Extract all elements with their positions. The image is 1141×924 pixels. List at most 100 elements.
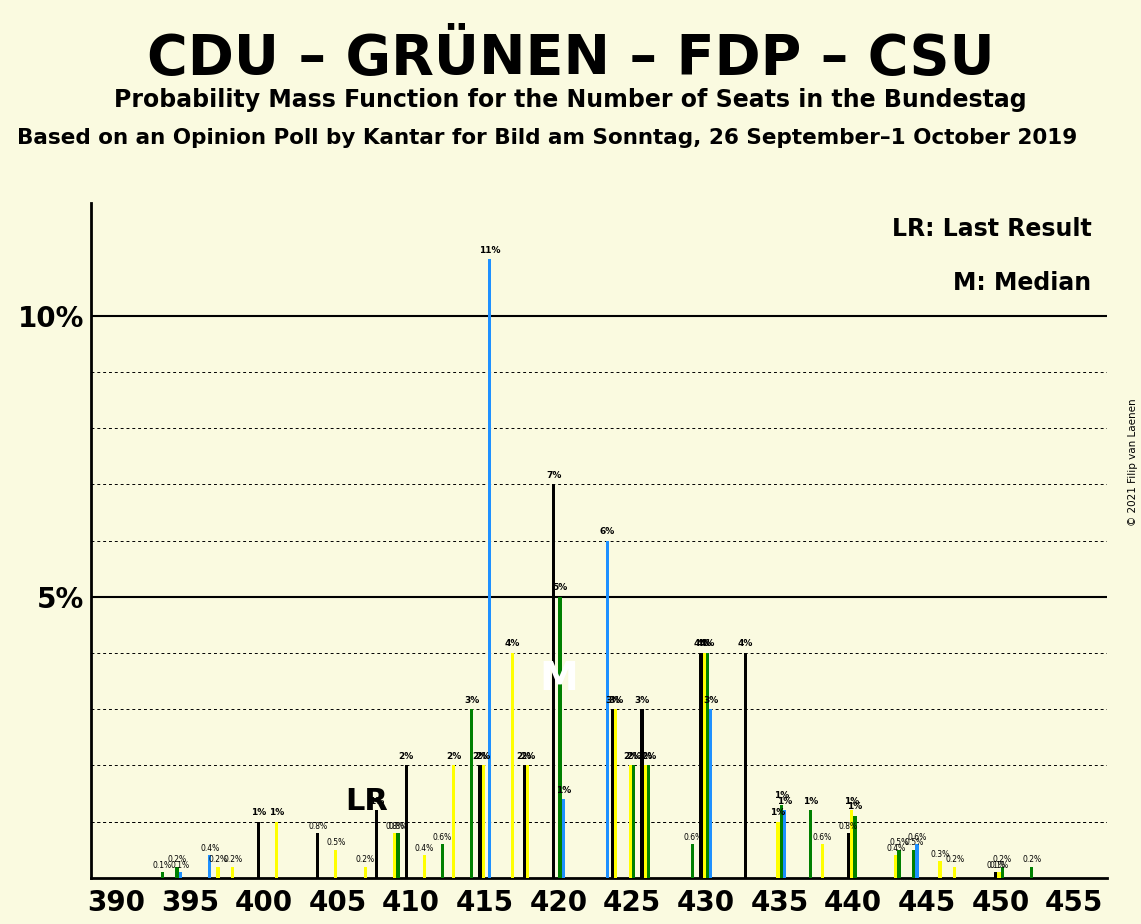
Bar xyxy=(706,653,709,878)
Text: 0.2%: 0.2% xyxy=(209,856,227,864)
Bar xyxy=(850,810,853,878)
Bar xyxy=(915,845,919,878)
Text: 1%: 1% xyxy=(848,802,863,811)
Bar xyxy=(895,856,898,878)
Text: 0.1%: 0.1% xyxy=(153,861,172,869)
Text: 0.6%: 0.6% xyxy=(907,833,926,842)
Bar xyxy=(405,765,407,878)
Bar xyxy=(178,872,181,878)
Bar xyxy=(482,765,485,878)
Bar xyxy=(452,765,455,878)
Text: 3%: 3% xyxy=(608,696,623,705)
Text: 2%: 2% xyxy=(520,752,535,760)
Bar xyxy=(779,805,783,878)
Bar xyxy=(847,833,850,878)
Text: 0.1%: 0.1% xyxy=(171,861,189,869)
Bar xyxy=(953,867,956,878)
Bar xyxy=(316,833,319,878)
Text: 1%: 1% xyxy=(269,808,284,817)
Bar xyxy=(375,810,379,878)
Text: 0.5%: 0.5% xyxy=(904,838,923,847)
Text: 1%: 1% xyxy=(770,808,785,817)
Text: 1%: 1% xyxy=(370,796,385,806)
Bar xyxy=(523,765,526,878)
Bar xyxy=(644,765,647,878)
Bar xyxy=(440,845,444,878)
Text: 2%: 2% xyxy=(517,752,532,760)
Text: 3%: 3% xyxy=(464,696,479,705)
Bar xyxy=(809,810,812,878)
Bar xyxy=(558,597,561,878)
Text: 1%: 1% xyxy=(251,808,267,817)
Text: 2%: 2% xyxy=(623,752,638,760)
Bar xyxy=(606,541,609,878)
Bar xyxy=(938,861,941,878)
Text: 0.3%: 0.3% xyxy=(930,850,949,858)
Text: 1%: 1% xyxy=(803,796,818,806)
Text: Probability Mass Function for the Number of Seats in the Bundestag: Probability Mass Function for the Number… xyxy=(114,88,1027,112)
Text: 0.4%: 0.4% xyxy=(414,844,434,853)
Text: 0.5%: 0.5% xyxy=(326,838,346,847)
Bar xyxy=(776,821,779,878)
Bar xyxy=(647,765,650,878)
Text: 3%: 3% xyxy=(605,696,621,705)
Bar xyxy=(632,765,636,878)
Text: 2%: 2% xyxy=(472,752,487,760)
Bar xyxy=(396,833,399,878)
Text: 4%: 4% xyxy=(699,639,715,649)
Text: 11%: 11% xyxy=(479,246,501,255)
Text: 2%: 2% xyxy=(638,752,653,760)
Text: 0.8%: 0.8% xyxy=(839,821,858,831)
Text: 5%: 5% xyxy=(552,583,568,592)
Text: 2%: 2% xyxy=(626,752,641,760)
Text: 1%: 1% xyxy=(556,785,570,795)
Bar xyxy=(161,872,164,878)
Text: 2%: 2% xyxy=(398,752,414,760)
Text: 0.6%: 0.6% xyxy=(683,833,703,842)
Bar xyxy=(614,710,617,878)
Bar xyxy=(699,653,703,878)
Text: 0.6%: 0.6% xyxy=(812,833,832,842)
Bar xyxy=(422,856,426,878)
Text: 0.2%: 0.2% xyxy=(222,856,242,864)
Bar xyxy=(394,833,396,878)
Bar xyxy=(511,653,515,878)
Text: LR: Last Result: LR: Last Result xyxy=(892,217,1092,241)
Text: 1%: 1% xyxy=(844,796,859,806)
Bar xyxy=(709,710,712,878)
Text: 0.1%: 0.1% xyxy=(986,861,1005,869)
Text: 2%: 2% xyxy=(641,752,656,760)
Text: M: Median: M: Median xyxy=(954,271,1092,295)
Bar xyxy=(898,850,900,878)
Text: 0.2%: 0.2% xyxy=(1022,856,1042,864)
Text: 4%: 4% xyxy=(505,639,520,649)
Bar xyxy=(561,799,565,878)
Bar xyxy=(208,856,211,878)
Bar xyxy=(230,867,234,878)
Text: 3%: 3% xyxy=(703,696,719,705)
Text: 2%: 2% xyxy=(476,752,491,760)
Bar xyxy=(1001,867,1004,878)
Text: 4%: 4% xyxy=(737,639,753,649)
Text: M: M xyxy=(539,660,577,698)
Bar xyxy=(744,653,747,878)
Bar xyxy=(1030,867,1034,878)
Text: 0.2%: 0.2% xyxy=(945,856,964,864)
Text: 0.4%: 0.4% xyxy=(200,844,219,853)
Bar xyxy=(488,260,492,878)
Bar xyxy=(691,845,695,878)
Bar xyxy=(640,710,644,878)
Bar xyxy=(820,845,824,878)
Text: 1%: 1% xyxy=(777,796,792,806)
Bar xyxy=(364,867,367,878)
Text: 0.8%: 0.8% xyxy=(308,821,327,831)
Bar xyxy=(610,710,614,878)
Bar xyxy=(912,850,915,878)
Text: 4%: 4% xyxy=(694,639,709,649)
Bar xyxy=(478,765,482,878)
Text: LR: LR xyxy=(345,787,388,816)
Bar xyxy=(783,810,786,878)
Text: 0.2%: 0.2% xyxy=(993,856,1012,864)
Text: 3%: 3% xyxy=(634,696,649,705)
Text: 0.4%: 0.4% xyxy=(887,844,906,853)
